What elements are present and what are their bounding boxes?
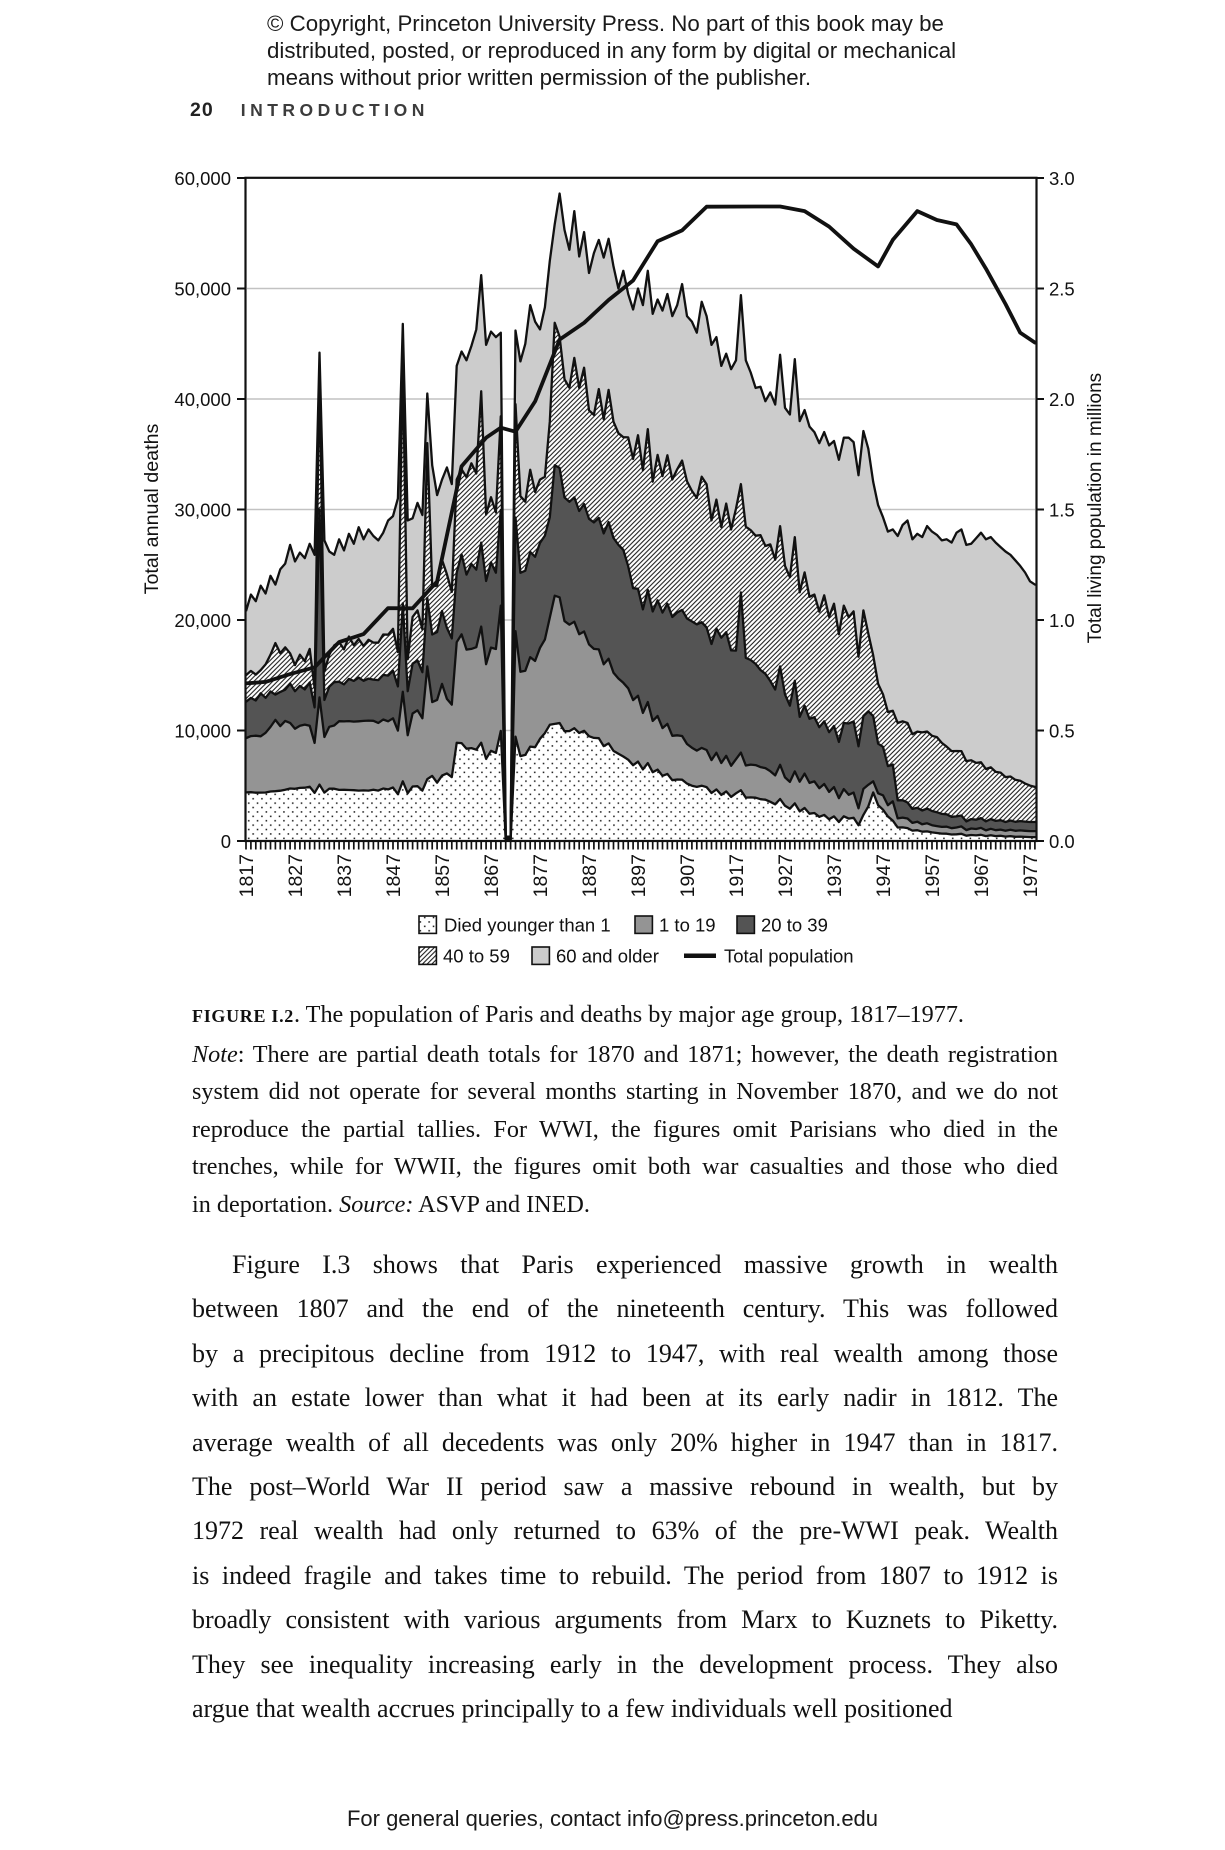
svg-text:Total living population in mil: Total living population in millions [1085, 373, 1106, 643]
svg-text:1967: 1967 [971, 854, 993, 897]
svg-text:20,000: 20,000 [174, 610, 231, 631]
svg-text:1937: 1937 [824, 854, 846, 897]
svg-text:60,000: 60,000 [174, 168, 231, 189]
svg-text:Total annual deaths: Total annual deaths [141, 423, 163, 594]
svg-text:40 to 59: 40 to 59 [443, 946, 510, 967]
svg-text:2.5: 2.5 [1049, 279, 1075, 300]
svg-text:1847: 1847 [383, 854, 405, 897]
svg-text:2.0: 2.0 [1049, 389, 1075, 410]
svg-text:1867: 1867 [481, 854, 503, 897]
svg-text:0: 0 [221, 831, 231, 852]
svg-text:1927: 1927 [775, 854, 797, 897]
svg-text:1957: 1957 [922, 854, 944, 897]
svg-text:1897: 1897 [628, 854, 650, 897]
svg-text:1817: 1817 [236, 854, 258, 897]
svg-text:3.0: 3.0 [1049, 168, 1075, 189]
svg-text:30,000: 30,000 [174, 500, 231, 521]
svg-text:60 and older: 60 and older [556, 946, 659, 967]
svg-text:1837: 1837 [334, 854, 356, 897]
svg-text:1877: 1877 [530, 854, 552, 897]
svg-text:1857: 1857 [432, 854, 454, 897]
svg-text:1.5: 1.5 [1049, 500, 1075, 521]
svg-text:1827: 1827 [285, 854, 307, 897]
svg-text:0.5: 0.5 [1049, 721, 1075, 742]
svg-text:1887: 1887 [579, 854, 601, 897]
svg-text:1947: 1947 [873, 854, 895, 897]
svg-text:Died younger than 1: Died younger than 1 [444, 915, 611, 936]
svg-text:10,000: 10,000 [174, 721, 231, 742]
svg-text:1.0: 1.0 [1049, 610, 1075, 631]
svg-text:40,000: 40,000 [174, 389, 231, 410]
svg-text:20 to 39: 20 to 39 [761, 915, 828, 936]
svg-text:1 to 19: 1 to 19 [659, 915, 716, 936]
svg-text:1917: 1917 [726, 854, 748, 897]
svg-text:1907: 1907 [677, 854, 699, 897]
svg-text:50,000: 50,000 [174, 279, 231, 300]
svg-text:1977: 1977 [1020, 854, 1042, 897]
svg-text:Total population: Total population [724, 946, 854, 967]
svg-text:0.0: 0.0 [1049, 831, 1075, 852]
